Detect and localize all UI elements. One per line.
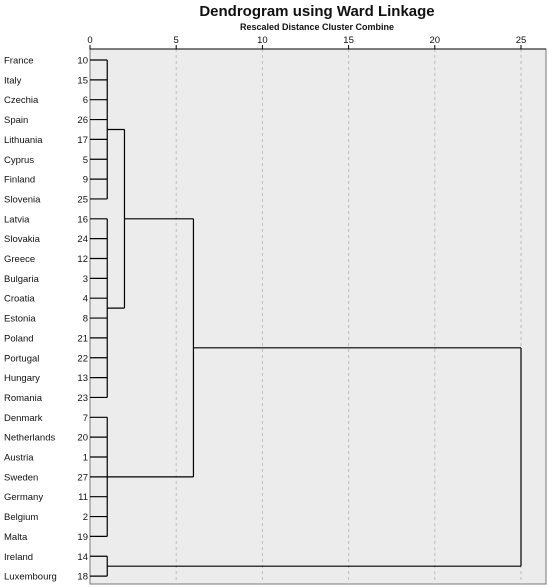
leaf-case-number: 5	[83, 155, 88, 166]
leaf-case-number: 24	[77, 234, 88, 245]
leaf-label: Finland	[4, 175, 35, 186]
x-tick-label: 20	[430, 35, 441, 46]
leaf-label: Bulgaria	[4, 274, 40, 285]
leaf-label: Netherlands	[4, 433, 55, 444]
leaf-case-number: 9	[83, 175, 88, 186]
leaf-label: France	[4, 56, 34, 67]
leaf-label: Slovakia	[4, 234, 41, 245]
dendrogram-tree	[90, 59, 522, 577]
leaf-label: Greece	[4, 254, 35, 265]
x-tick-label: 10	[257, 35, 268, 46]
leaf-label: Italy	[4, 75, 22, 86]
leaf-label: Hungary	[4, 373, 40, 384]
chart-subtitle: Rescaled Distance Cluster Combine	[240, 22, 394, 32]
leaf-label: Belgium	[4, 512, 38, 523]
leaf-case-number: 7	[83, 413, 88, 424]
leaf-case-number: 23	[77, 393, 88, 404]
leaf-label: Lithuania	[4, 135, 43, 146]
x-tick-label: 25	[516, 35, 527, 46]
leaf-case-number: 2	[83, 512, 88, 523]
leaf-case-number: 22	[77, 353, 88, 364]
chart-title: Dendrogram using Ward Linkage	[199, 3, 434, 20]
leaf-case-number: 16	[77, 214, 88, 225]
leaf-label: Czechia	[4, 95, 39, 106]
leaf-case-number: 27	[77, 472, 88, 483]
leaf-case-number: 18	[77, 572, 88, 583]
plot-area	[89, 48, 547, 585]
leaf-case-number: 10	[77, 56, 88, 67]
leaf-case-number: 14	[77, 552, 88, 563]
leaf-label: Poland	[4, 333, 34, 344]
leaf-case-number: 11	[78, 492, 88, 503]
leaf-label: Romania	[4, 393, 43, 404]
leaf-case-number: 21	[77, 333, 88, 344]
leaf-label: Cyprus	[4, 155, 34, 166]
leaf-label: Latvia	[4, 214, 30, 225]
x-tick-label: 5	[174, 35, 179, 46]
leaf-case-number: 19	[77, 532, 88, 543]
leaf-case-number: 26	[77, 115, 88, 126]
leaf-label: Ireland	[4, 552, 33, 563]
x-tick-label: 15	[343, 35, 354, 46]
leaf-label: Luxembourg	[4, 572, 57, 583]
leaf-case-number: 17	[77, 135, 88, 146]
leaf-case-number: 12	[77, 254, 88, 265]
leaf-case-number: 3	[83, 274, 88, 285]
leaf-case-number: 15	[77, 75, 88, 86]
leaf-case-number: 20	[77, 433, 88, 444]
leaf-case-number: 4	[83, 294, 88, 305]
leaf-label: Croatia	[4, 294, 35, 305]
leaf-label: Spain	[4, 115, 28, 126]
leaf-label: Slovenia	[4, 194, 41, 205]
leaf-label: Portugal	[4, 353, 39, 364]
leaf-label: Malta	[4, 532, 28, 543]
leaf-label: Sweden	[4, 472, 38, 483]
leaf-label: Austria	[4, 453, 34, 464]
leaf-case-number: 25	[77, 194, 88, 205]
leaf-label: Denmark	[4, 413, 43, 424]
leaf-case-number: 6	[83, 95, 88, 106]
x-tick-label: 0	[87, 35, 92, 46]
leaf-label: Estonia	[4, 314, 36, 325]
leaf-case-number: 13	[77, 373, 88, 384]
x-axis: 0 5 10 15 20 25	[87, 35, 546, 50]
leaf-label: Germany	[4, 492, 43, 503]
leaf-case-number: 1	[83, 453, 88, 464]
leaf-case-number: 8	[83, 314, 88, 325]
